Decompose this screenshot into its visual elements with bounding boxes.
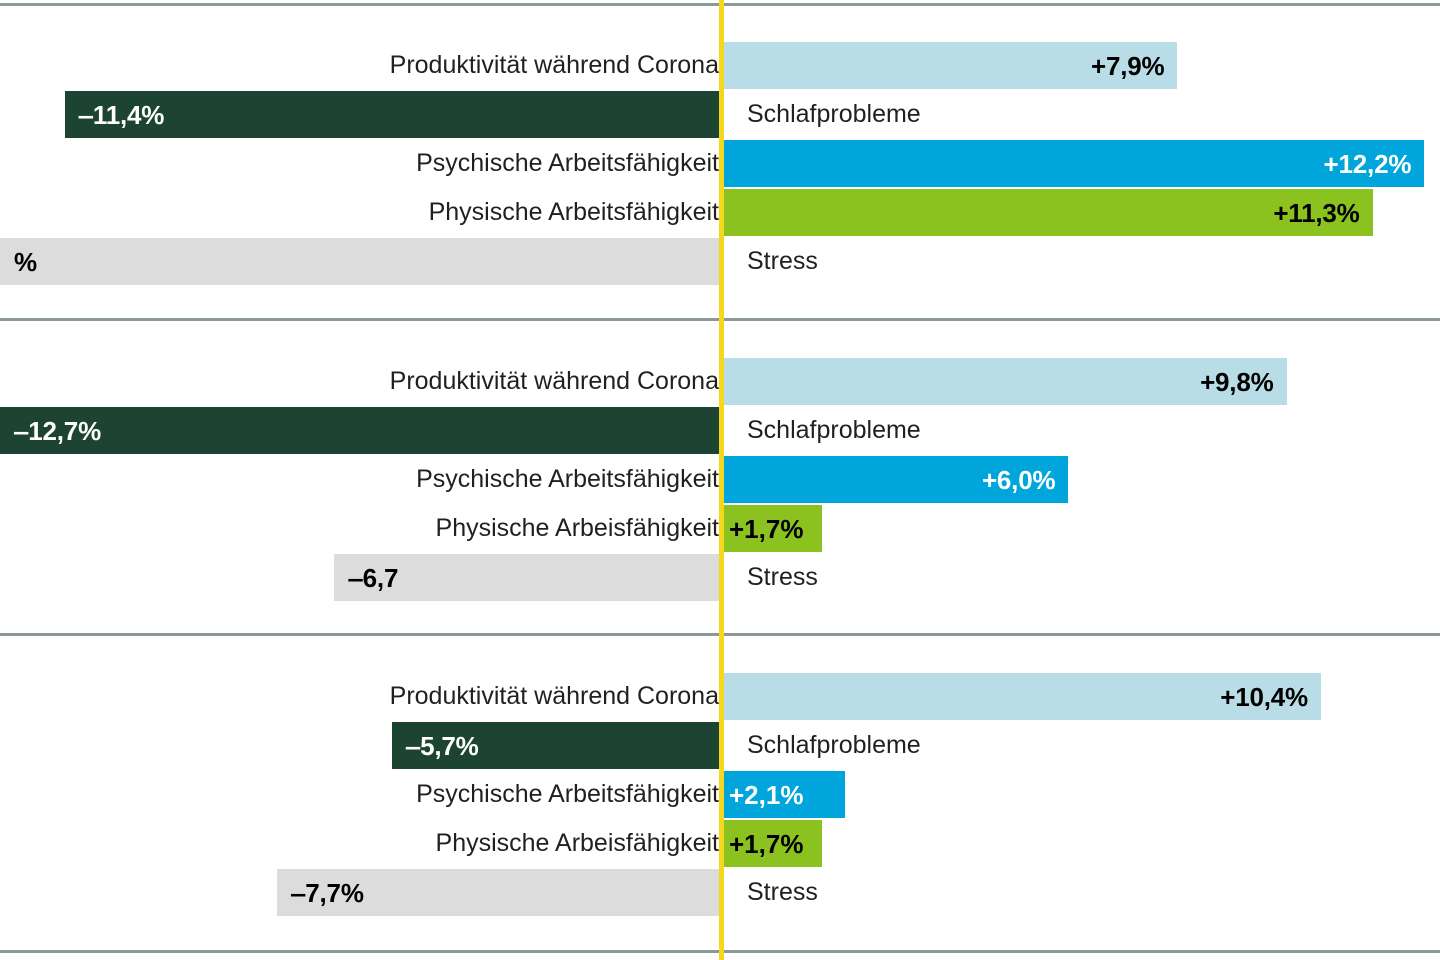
category-label: Produktivität während Corona bbox=[389, 682, 719, 710]
bar-physisch bbox=[724, 505, 822, 552]
bar-value-label: +6,0% bbox=[981, 464, 1056, 495]
chart-row: +6,0% Psychische Arbeitsfähigkeit bbox=[0, 456, 1440, 503]
bar-produktivitaet: +7,9% bbox=[724, 42, 1178, 89]
bar-psychisch: +12,2% bbox=[724, 140, 1425, 187]
chart-row: ‒5,7% Schlafprobleme bbox=[0, 722, 1440, 769]
chart-row: ‒11,4% Schlafprobleme bbox=[0, 91, 1440, 138]
bar-value-label: ‒7,7% bbox=[291, 877, 364, 908]
bar-value-label: +7,9% bbox=[1091, 50, 1165, 81]
bar-produktivitaet: +10,4% bbox=[724, 673, 1321, 720]
chart-row: ‒6,7 Stress bbox=[0, 554, 1440, 601]
category-label: Produktivität während Corona bbox=[389, 367, 719, 395]
bar-physisch bbox=[724, 820, 822, 867]
category-label: Schlafprobleme bbox=[747, 731, 921, 759]
category-label: Produktivität während Corona bbox=[389, 51, 719, 79]
chart-row: ‒12,7% Schlafprobleme bbox=[0, 407, 1440, 454]
bar-schlafprobleme: ‒5,7% bbox=[391, 722, 719, 769]
chart-row: +12,2% Psychische Arbeitsfähigkeit bbox=[0, 140, 1440, 187]
bar-psychisch bbox=[724, 771, 845, 818]
chart-panel: +7,9% Produktivität während Corona ‒11,4% S… bbox=[0, 42, 1440, 287]
bar-physisch: +11,3% bbox=[724, 189, 1373, 236]
category-label: Schlafprobleme bbox=[747, 100, 921, 128]
bar-value-label: +1,7% bbox=[729, 828, 804, 859]
category-label: Schlafprobleme bbox=[747, 416, 921, 444]
chart-row: +11,3% Physische Arbeitsfähigkeit bbox=[0, 189, 1440, 236]
zero-axis-line bbox=[719, 0, 724, 960]
bar-value-label: % bbox=[14, 246, 37, 277]
bar-stress: % bbox=[0, 238, 719, 285]
bar-schlafprobleme: ‒12,7% bbox=[0, 407, 719, 454]
bar-value-label: ‒12,7% bbox=[14, 415, 101, 446]
chart-row: ‒7,7% Stress bbox=[0, 869, 1440, 916]
bar-produktivitaet: +9,8% bbox=[724, 358, 1287, 405]
bar-value-label-outside: +1,7% bbox=[729, 505, 803, 552]
chart-row: +2,1% Psychische Arbeitsfähigkeit bbox=[0, 771, 1440, 818]
chart-row: +10,4% Produktivität während Corona bbox=[0, 673, 1440, 720]
chart-row: +1,7% Physische Arbeisfähigkeit bbox=[0, 505, 1440, 552]
bar-psychisch: +6,0% bbox=[724, 456, 1069, 503]
category-label: Stress bbox=[747, 878, 818, 906]
chart-row: +9,8% Produktivität während Corona bbox=[0, 358, 1440, 405]
chart-row: % Stress bbox=[0, 238, 1440, 285]
chart-panel: +10,4% Produktivität während Corona ‒5,7% S… bbox=[0, 673, 1440, 918]
bar-value-label: ‒11,4% bbox=[78, 99, 165, 130]
bar-value-label: +9,8% bbox=[1200, 366, 1274, 397]
chart-row: +1,7% Physische Arbeisfähigkeit bbox=[0, 820, 1440, 867]
bar-value-label: +1,7% bbox=[729, 513, 804, 544]
bar-value-label: ‒5,7% bbox=[405, 730, 479, 761]
category-label: Physische Arbeisfähigkeit bbox=[435, 829, 719, 857]
bar-value-label: ‒6,7 bbox=[348, 562, 399, 593]
bar-value-label-outside: +2,1% bbox=[729, 771, 803, 818]
category-label: Psychische Arbeitsfähigkeit bbox=[416, 780, 719, 808]
bar-stress: ‒6,7 bbox=[334, 554, 719, 601]
bar-schlafprobleme: ‒11,4% bbox=[64, 91, 719, 138]
bar-stress: ‒7,7% bbox=[277, 869, 719, 916]
category-label: Psychische Arbeitsfähigkeit bbox=[416, 149, 719, 177]
category-label: Psychische Arbeitsfähigkeit bbox=[416, 465, 719, 493]
category-label: Physische Arbeitsfähigkeit bbox=[428, 198, 719, 226]
bar-value-label: +2,1% bbox=[729, 779, 804, 810]
bar-value-label: +11,3% bbox=[1273, 197, 1360, 228]
category-label: Physische Arbeisfähigkeit bbox=[435, 514, 719, 542]
bar-value-label: +12,2% bbox=[1323, 148, 1412, 179]
bar-value-label-outside: +1,7% bbox=[729, 820, 803, 867]
bar-value-label: +10,4% bbox=[1220, 681, 1308, 712]
chart-panel: +9,8% Produktivität während Corona ‒12,7% S… bbox=[0, 358, 1440, 603]
category-label: Stress bbox=[747, 247, 818, 275]
chart-row: +7,9% Produktivität während Corona bbox=[0, 42, 1440, 89]
category-label: Stress bbox=[747, 563, 818, 591]
